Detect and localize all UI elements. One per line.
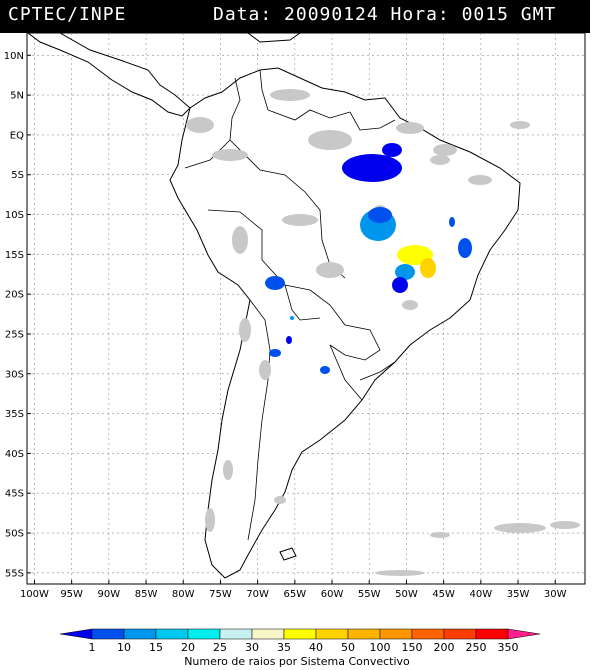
- colorbar-segment: [379, 628, 413, 640]
- lon-label: 35W: [507, 589, 530, 600]
- colorbar-segment: [283, 628, 317, 640]
- colorbar-label: 25: [213, 641, 227, 654]
- colorbar-label: 35: [277, 641, 291, 654]
- map-header: CPTEC/INPE Data: 20090124 Hora: 0015 GMT: [0, 0, 590, 33]
- colorbar-label: 250: [466, 641, 487, 654]
- colorbar-segment: [507, 628, 541, 640]
- colorbar-label: 1: [89, 641, 96, 654]
- colorbar-segment: [347, 628, 381, 640]
- falklands: [279, 547, 297, 561]
- lat-label: 35S: [5, 409, 24, 420]
- longitude-labels: 100W 95W 90W 85W 80W 75W 70W 65W 60W 55W 50W 45W 40W…: [20, 589, 567, 600]
- colorbar-label: 50: [341, 641, 355, 654]
- colorbar-segment: [91, 628, 125, 640]
- lon-label: 65W: [284, 589, 307, 600]
- lat-label: 45S: [5, 489, 24, 500]
- lon-label: 75W: [209, 589, 232, 600]
- colorbar-label: 100: [370, 641, 391, 654]
- colorbar: 1 10 15 20 25 30 35 40 50 100 150 200 250 350: [59, 628, 541, 654]
- colorbar-label: 200: [434, 641, 455, 654]
- lat-label: 10N: [4, 51, 24, 62]
- colorbar-title: Numero de raios por Sistema Convectivo: [184, 655, 410, 668]
- colorbar-label: 10: [117, 641, 131, 654]
- lightning-clusters: [265, 143, 472, 374]
- south-america-land: [169, 67, 521, 579]
- lon-label: 90W: [98, 589, 121, 600]
- lat-label: 30S: [5, 369, 24, 380]
- colorbar-segment: [59, 628, 93, 640]
- lat-label: 55S: [5, 568, 24, 579]
- lat-label: 10S: [5, 210, 24, 221]
- colorbar-segment: [123, 628, 157, 640]
- lon-label: 50W: [395, 589, 418, 600]
- colorbar-segment: [315, 628, 349, 640]
- colorbar-label: 15: [149, 641, 163, 654]
- lat-label: 5N: [10, 91, 24, 102]
- date-time-label: Data: 20090124 Hora: 0015 GMT: [213, 4, 557, 25]
- colorbar-segment: [155, 628, 189, 640]
- lon-label: 80W: [172, 589, 195, 600]
- colorbar-segment: [219, 628, 253, 640]
- lon-label: 85W: [135, 589, 158, 600]
- lon-label: 100W: [20, 589, 49, 600]
- colorbar-label: 30: [245, 641, 259, 654]
- colorbar-segment: [443, 628, 477, 640]
- lat-label: 50S: [5, 529, 24, 540]
- lat-label: 25S: [5, 329, 24, 340]
- colorbar-segment: [475, 628, 509, 640]
- lat-label: 15S: [5, 250, 24, 261]
- colorbar-segment: [187, 628, 221, 640]
- colorbar-label: 350: [498, 641, 519, 654]
- country-borders: [184, 69, 396, 541]
- lat-label: 40S: [5, 449, 24, 460]
- colorbar-segment: [411, 628, 445, 640]
- central-america-land: [26, 32, 191, 117]
- lon-label: 30W: [544, 589, 567, 600]
- lon-label: 95W: [60, 589, 83, 600]
- lat-label: 5S: [11, 170, 24, 181]
- lon-label: 60W: [321, 589, 344, 600]
- lon-label: 45W: [432, 589, 455, 600]
- lat-label: 20S: [5, 290, 24, 301]
- lat-label: EQ: [10, 130, 24, 141]
- colorbar-label: 20: [181, 641, 195, 654]
- colorbar-label: 40: [309, 641, 323, 654]
- colorbar-label: 150: [402, 641, 423, 654]
- agency-label: CPTEC/INPE: [8, 4, 127, 25]
- lon-label: 40W: [470, 589, 493, 600]
- cloud-cover: [186, 89, 580, 576]
- lon-label: 70W: [246, 589, 269, 600]
- latitude-labels: 10N 5N EQ 5S 10S 15S 20S 25S 30S 35S 40S 45S 50S 55S: [4, 51, 24, 580]
- colorbar-segment: [251, 628, 285, 640]
- cuba-land: [246, 32, 302, 43]
- lon-label: 55W: [358, 589, 381, 600]
